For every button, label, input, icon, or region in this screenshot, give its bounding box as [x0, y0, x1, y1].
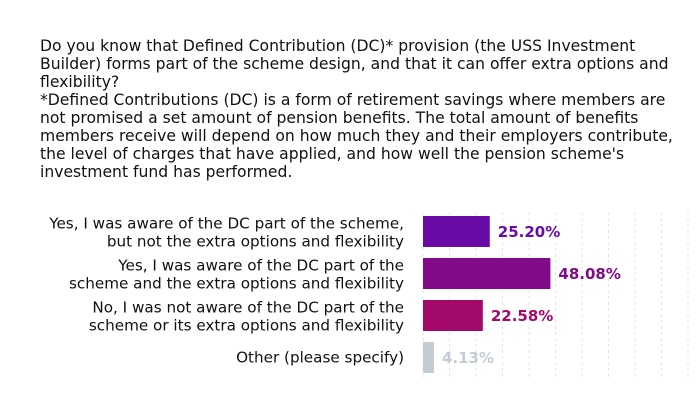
bar-4 — [423, 342, 434, 373]
category-label-4: Other (please specify) — [236, 349, 404, 367]
value-labels: 25.20% 48.08% 22.58% 4.13% — [442, 223, 621, 367]
category-label-3: No, I was not aware of the DC part of th… — [89, 299, 404, 335]
category-label-1: Yes, I was aware of the DC part of the s… — [48, 215, 404, 251]
bar-2 — [423, 258, 551, 289]
question-title: Do you know that Defined Contribution (D… — [40, 37, 669, 91]
category-labels: Yes, I was aware of the DC part of the s… — [48, 215, 404, 367]
chart-bars — [423, 216, 551, 373]
value-label-4: 4.13% — [442, 349, 494, 367]
question-footnote: *Defined Contributions (DC) is a form of… — [40, 91, 673, 181]
value-label-1: 25.20% — [498, 223, 560, 241]
question-block: Do you know that Defined Contribution (D… — [40, 37, 690, 181]
category-label-2: Yes, I was aware of the DC part of the sc… — [69, 257, 404, 293]
value-label-2: 48.08% — [558, 265, 620, 283]
bar-3 — [423, 300, 483, 331]
value-label-3: 22.58% — [491, 307, 553, 325]
bar-1 — [423, 216, 490, 247]
